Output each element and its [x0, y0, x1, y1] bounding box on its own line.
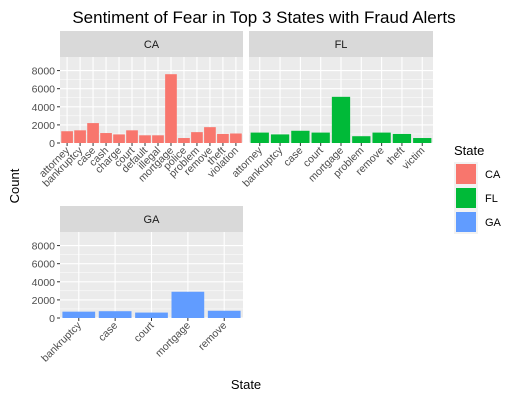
facet-strip: [60, 206, 243, 232]
y-axis-title: Count: [7, 168, 22, 203]
bar-ca-bankruptcy: [74, 130, 86, 143]
bar-ga-mortgage: [171, 291, 205, 318]
bar-ca-problem: [191, 132, 203, 143]
bar-ca-charge: [113, 134, 125, 143]
legend-title: State: [454, 143, 484, 158]
bar-ga-case: [98, 311, 132, 318]
y-tick-label: 8000: [32, 66, 56, 78]
bar-fl-court: [311, 132, 330, 143]
bar-fl-case: [291, 130, 310, 143]
facet-strip: [249, 31, 433, 57]
facet-strip-label: FL: [335, 39, 348, 51]
bar-ca-violation: [230, 133, 242, 143]
bar-ga-remove: [207, 310, 241, 318]
x-tick-label: court: [132, 320, 157, 345]
x-tick-label: remove: [196, 320, 229, 353]
x-axis-title: State: [231, 377, 261, 392]
bar-ca-default: [139, 135, 151, 143]
bar-ca-theft: [217, 133, 229, 143]
bar-fl-mortgage: [331, 96, 351, 143]
bar-fl-problem: [352, 136, 371, 143]
legend-label: CA: [485, 169, 501, 181]
facet-strip-label: CA: [144, 39, 160, 51]
chart-title: Sentiment of Fear in Top 3 States with F…: [72, 8, 455, 27]
bar-ga-bankruptcy: [62, 311, 96, 318]
x-tick-label: case: [96, 320, 120, 344]
y-tick-label: 4000: [32, 277, 56, 289]
bar-fl-bankruptcy: [270, 134, 290, 143]
bar-ca-court: [126, 130, 138, 143]
legend-label: GA: [485, 217, 502, 229]
x-tick-label: case: [281, 145, 305, 169]
bar-ca-attorney: [61, 131, 73, 143]
bar-ca-cash: [100, 133, 112, 143]
bar-fl-victim: [413, 138, 432, 143]
x-tick-label: victim: [400, 144, 428, 172]
bar-fl-theft: [392, 133, 412, 143]
y-tick-label: 8000: [32, 241, 56, 253]
y-tick-label: 4000: [32, 102, 56, 114]
y-tick-label: 2000: [32, 295, 56, 307]
facet-strip: [60, 31, 243, 57]
bar-ga-court: [135, 312, 168, 318]
bar-fl-remove: [372, 132, 391, 143]
legend-key-ga: [456, 212, 476, 232]
bar-ca-mortgage: [165, 74, 177, 143]
y-tick-label: 2000: [32, 120, 56, 132]
y-tick-label: 6000: [32, 84, 56, 96]
bar-ca-illegal: [152, 135, 164, 143]
legend-key-ca: [456, 164, 476, 184]
x-tick-label: bankruptcy: [39, 319, 84, 364]
y-tick-label: 0: [49, 138, 55, 150]
bar-ca-remove: [204, 127, 216, 143]
y-tick-label: 0: [49, 313, 55, 325]
y-tick-label: 6000: [32, 259, 56, 271]
x-tick-label: mortgage: [153, 320, 193, 360]
bar-fl-attorney: [250, 132, 269, 143]
legend-label: FL: [485, 193, 498, 205]
facet-strip-label: GA: [144, 214, 161, 226]
legend-key-fl: [456, 188, 476, 208]
bar-ca-case: [87, 123, 99, 143]
bar-ca-police: [178, 138, 190, 143]
